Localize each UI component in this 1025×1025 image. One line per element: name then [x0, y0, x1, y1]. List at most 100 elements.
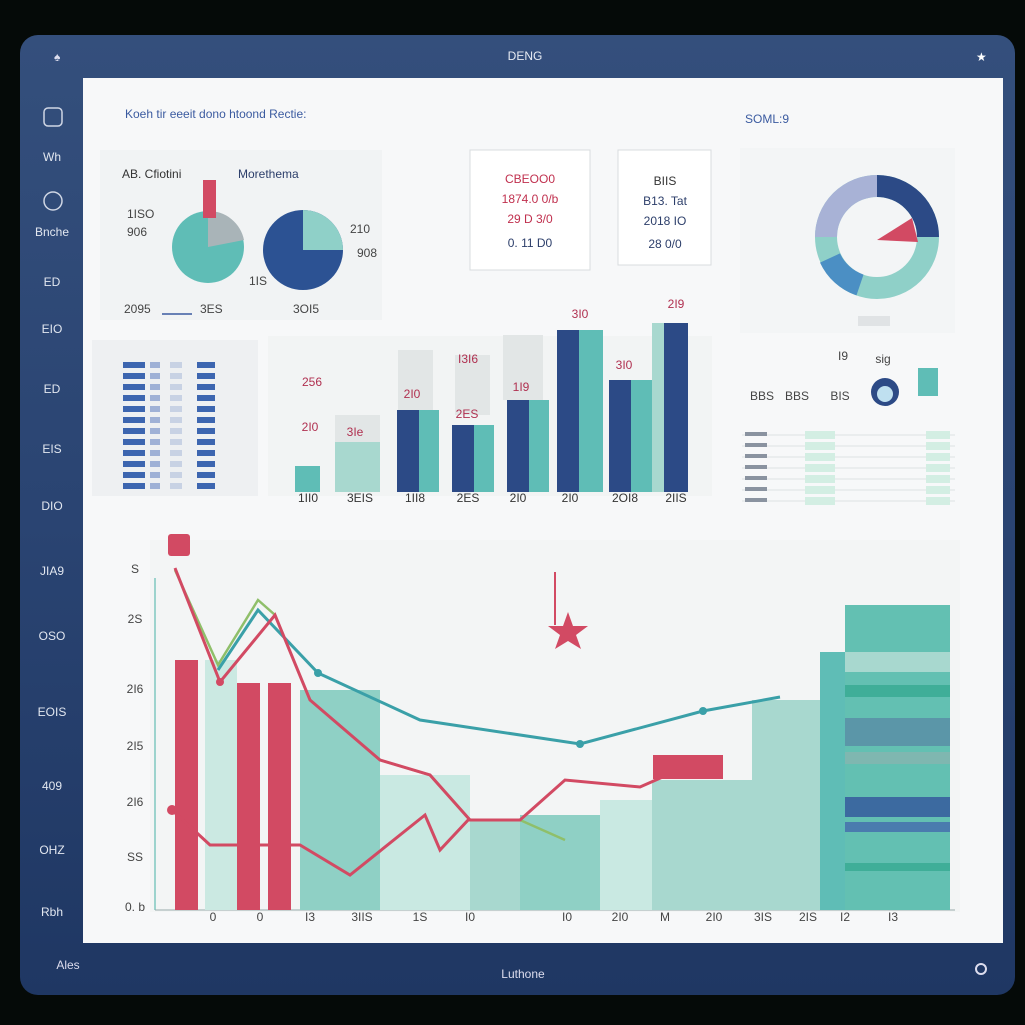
- footer-icon[interactable]: [975, 963, 987, 975]
- cell: [123, 472, 145, 478]
- cell: [123, 417, 145, 423]
- cell: [150, 439, 160, 445]
- y-tick-label: 2I5: [127, 739, 144, 753]
- bar-shape: [557, 330, 579, 492]
- bar-label: 2OI8: [612, 491, 638, 505]
- cell: [123, 373, 145, 379]
- kpi-value: 0. 11 D0: [508, 236, 553, 250]
- red-bar: [175, 660, 198, 910]
- pie-slice: [208, 210, 244, 247]
- sidebar-label: 409: [42, 779, 62, 793]
- footer-left: Ales: [56, 958, 79, 972]
- cell: [150, 483, 160, 489]
- sidebar-label: EIS: [42, 442, 61, 456]
- y-tick-label: S: [131, 562, 139, 576]
- bar-label: 1II8: [405, 491, 425, 505]
- bar-label: 2IIS: [665, 491, 686, 505]
- list-cell: [745, 498, 767, 502]
- ghost-bar: [455, 355, 490, 415]
- donut-pointer: [877, 218, 918, 242]
- kpi-value: BIIS: [654, 174, 677, 188]
- badge[interactable]: [168, 534, 190, 556]
- x-tick-label: I0: [562, 910, 572, 924]
- menu-icon[interactable]: ♠: [54, 50, 61, 64]
- sidebar-label: OHZ: [39, 843, 64, 857]
- callout: [653, 755, 723, 779]
- cell: [197, 472, 215, 478]
- pie-label: 906: [127, 225, 147, 239]
- cell: [123, 461, 145, 467]
- list-cell: [805, 431, 835, 439]
- area-block: [205, 660, 237, 910]
- stripe: [845, 822, 950, 832]
- cell: [150, 472, 160, 478]
- bar-label: 256: [302, 375, 322, 389]
- pie-label: AB. Cfiotini: [122, 167, 181, 181]
- cell: [123, 406, 145, 412]
- bar-chart: [295, 323, 688, 492]
- list-cell: [926, 486, 950, 494]
- list-cell: [805, 453, 835, 461]
- list: [742, 431, 955, 505]
- bar-label: 2I9: [668, 297, 685, 311]
- x-tick-label: I2: [840, 910, 850, 924]
- stripe: [845, 685, 950, 697]
- star-marker: [548, 612, 588, 649]
- kpi-value: 29 D 3/0: [507, 212, 553, 226]
- kpi-value: 28 0/0: [648, 237, 682, 251]
- cell: [123, 483, 145, 489]
- bar-shape: [419, 410, 439, 492]
- donut-arc: [815, 175, 878, 238]
- bar-label: 2I0: [404, 387, 421, 401]
- bar-label: 3Ie: [347, 425, 364, 439]
- y-tick-label: 0. b: [125, 900, 145, 914]
- x-tick-label: M: [660, 910, 670, 924]
- cell: [150, 450, 160, 456]
- donut-arc: [820, 252, 865, 296]
- pie-slice: [303, 210, 343, 250]
- pie-label: 1IS: [249, 274, 267, 288]
- cell: [150, 384, 160, 390]
- kpi-value: 1874.0 0/b: [502, 192, 559, 206]
- point: [699, 707, 707, 715]
- side-icon[interactable]: [43, 107, 63, 127]
- stripe: [845, 652, 950, 672]
- area-block: [380, 775, 470, 910]
- pie-label: 908: [357, 246, 377, 260]
- line-red-low: [170, 808, 472, 877]
- point: [576, 740, 584, 748]
- sidebar-label: ED: [44, 382, 61, 396]
- area-blocks: [175, 605, 950, 910]
- cell: [170, 472, 182, 478]
- header-icon[interactable]: ★: [976, 50, 987, 64]
- y-tick-label: SS: [127, 850, 143, 864]
- header-title: DENG: [508, 49, 543, 63]
- bar-shape: [507, 400, 529, 492]
- cell: [150, 461, 160, 467]
- cell: [150, 362, 160, 368]
- cell: [150, 373, 160, 379]
- list-cell: [805, 475, 835, 483]
- bar-label: 3I0: [616, 358, 633, 372]
- cell: [123, 439, 145, 445]
- y-tick-label: 2I6: [127, 795, 144, 809]
- cell: [170, 406, 182, 412]
- bar-shape: [295, 466, 320, 492]
- x-tick-label: 0: [257, 910, 264, 924]
- bar-shape: [529, 400, 549, 492]
- list-cell: [745, 465, 767, 469]
- area-block: [652, 780, 752, 910]
- cell: [197, 362, 215, 368]
- ghost-bar: [503, 335, 543, 400]
- sidebar-label: ED: [44, 275, 61, 289]
- sidebar-label: EIO: [42, 322, 63, 336]
- sidebar-label: EOIS: [38, 705, 67, 719]
- list-cell: [926, 442, 950, 450]
- ghost-bar: [335, 415, 380, 445]
- footer-center: Luthone: [501, 967, 545, 981]
- cell: [123, 362, 145, 368]
- side-icon[interactable]: [43, 191, 63, 211]
- list-cell: [805, 497, 835, 505]
- cell: [197, 428, 215, 434]
